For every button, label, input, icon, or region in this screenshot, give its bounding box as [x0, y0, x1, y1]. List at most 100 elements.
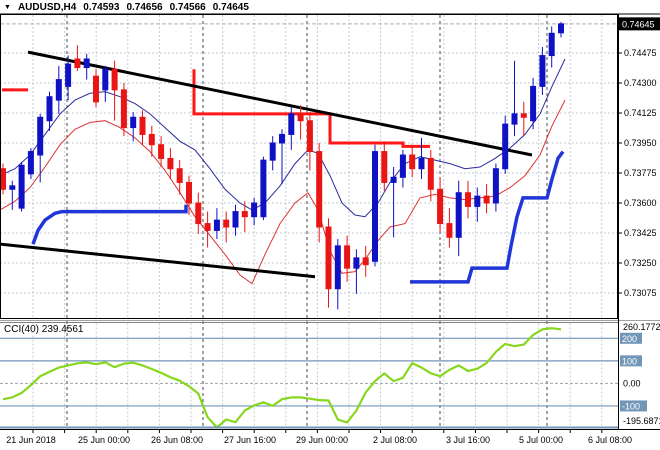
candle-body	[260, 159, 267, 218]
price-axis-label: 0.73600	[624, 198, 657, 208]
price-axis-label: 0.74475	[624, 48, 657, 58]
candle-body	[520, 113, 527, 118]
candle-body	[548, 32, 555, 57]
ohlc-close-value: 0.74645	[212, 1, 249, 13]
candle-body	[195, 202, 202, 225]
time-axis-label: 27 Jun 16:00	[224, 435, 276, 445]
candle-body	[399, 154, 406, 178]
candle-body	[102, 68, 109, 91]
cci-zero-label: 0.00	[623, 378, 641, 388]
candle-body	[232, 211, 239, 228]
candle-body	[455, 192, 462, 238]
cci-level-label: 200	[622, 334, 637, 344]
band-upper-line	[0, 58, 566, 218]
candle-body	[390, 176, 397, 183]
candle-body	[251, 202, 258, 218]
step-line-blue	[410, 150, 565, 284]
candle-body	[325, 226, 332, 290]
cci-level-label: -100	[622, 401, 640, 411]
candle-body	[334, 245, 341, 290]
candle-body	[437, 188, 444, 225]
price-axis-label: 0.73425	[624, 228, 657, 238]
symbol-dropdown-icon[interactable]: ▼	[4, 3, 11, 11]
chart-title-bar: ▼ AUDUSD,H4 0.74593 0.74656 0.74566 0.74…	[4, 1, 249, 13]
candle-body	[37, 116, 44, 156]
time-axis-label: 26 Jun 08:00	[151, 435, 203, 445]
candle-body	[279, 133, 285, 144]
candle-body	[492, 168, 499, 204]
candle-body	[353, 257, 360, 269]
candle-body	[241, 211, 248, 218]
current-price-chip	[619, 17, 660, 31]
candle-body	[362, 257, 369, 266]
price-axis-label: 0.74300	[624, 78, 657, 88]
cci-line	[2, 327, 562, 429]
candle-body	[288, 113, 295, 135]
cci-level-chip	[620, 400, 647, 412]
band-lower-line	[0, 99, 566, 285]
candle-body	[130, 116, 137, 129]
candle-body	[511, 113, 518, 125]
current-price-label: 0.74645	[622, 19, 655, 29]
candle-body	[409, 154, 416, 170]
candle-body	[158, 144, 165, 159]
candle-body	[176, 168, 183, 183]
candle-body	[539, 55, 546, 87]
time-axis-label: 29 Jun 00:00	[296, 435, 348, 445]
candle-body	[418, 157, 425, 170]
candle-body	[446, 223, 453, 238]
step-line-blue	[31, 204, 188, 245]
candle-body	[204, 223, 211, 231]
cci-max-label: 260.1772	[623, 322, 660, 332]
price-axis-label: 0.73950	[624, 138, 657, 148]
candle-body	[111, 68, 118, 91]
candle-body	[306, 120, 313, 153]
candle-body	[269, 142, 276, 161]
step-line-red	[192, 69, 430, 148]
candle-body	[55, 79, 62, 101]
candle-body	[18, 164, 25, 209]
ohlc-low-value: 0.74566	[169, 1, 206, 13]
price-axis-label: 0.74125	[624, 108, 657, 118]
candle-body	[530, 85, 537, 122]
candle-body	[74, 58, 81, 69]
candle-body	[9, 185, 16, 190]
symbol-timeframe-label: AUDUSD,H4	[17, 1, 77, 13]
candle-body	[427, 157, 434, 190]
time-axis-label: 21 Jun 2018	[6, 435, 56, 445]
cci-level-label: 100	[622, 356, 637, 366]
price-axis-label: 0.73250	[624, 258, 657, 268]
time-axis-label: 6 Jul 08:00	[588, 435, 632, 445]
main-pane-frame	[0, 14, 618, 319]
candle-body	[93, 75, 99, 103]
trendline[interactable]	[0, 242, 316, 279]
candle-body	[186, 181, 192, 204]
price-axis-label: 0.73075	[624, 288, 657, 298]
candle-body	[502, 123, 509, 170]
time-axis-label: 25 Jun 00:00	[78, 435, 130, 445]
candle-body	[65, 63, 72, 87]
candle-body	[46, 96, 53, 122]
candle-body	[465, 192, 471, 207]
candle-body	[139, 116, 146, 135]
cci-indicator-label: CCI(40) 239.4561	[4, 324, 84, 335]
cci-min-label: -195.6871	[623, 416, 660, 426]
candle-body	[213, 219, 220, 231]
candle-body	[120, 89, 127, 129]
time-axis-label: 5 Jul 00:00	[519, 435, 563, 445]
candle-body	[372, 151, 378, 262]
candle-body	[381, 151, 388, 183]
candle-body	[558, 23, 564, 34]
candle-body	[223, 219, 230, 228]
candle-body	[167, 157, 174, 170]
time-axis-label: 3 Jul 16:00	[446, 435, 490, 445]
ohlc-open-value: 0.74593	[83, 1, 120, 13]
price-axis-label: 0.73775	[624, 168, 657, 178]
candle-body	[316, 151, 323, 228]
cci-level-chip	[620, 355, 642, 367]
candle-body	[297, 113, 304, 122]
candle-body	[83, 58, 90, 69]
time-axis-label: 2 Jul 08:00	[373, 435, 417, 445]
